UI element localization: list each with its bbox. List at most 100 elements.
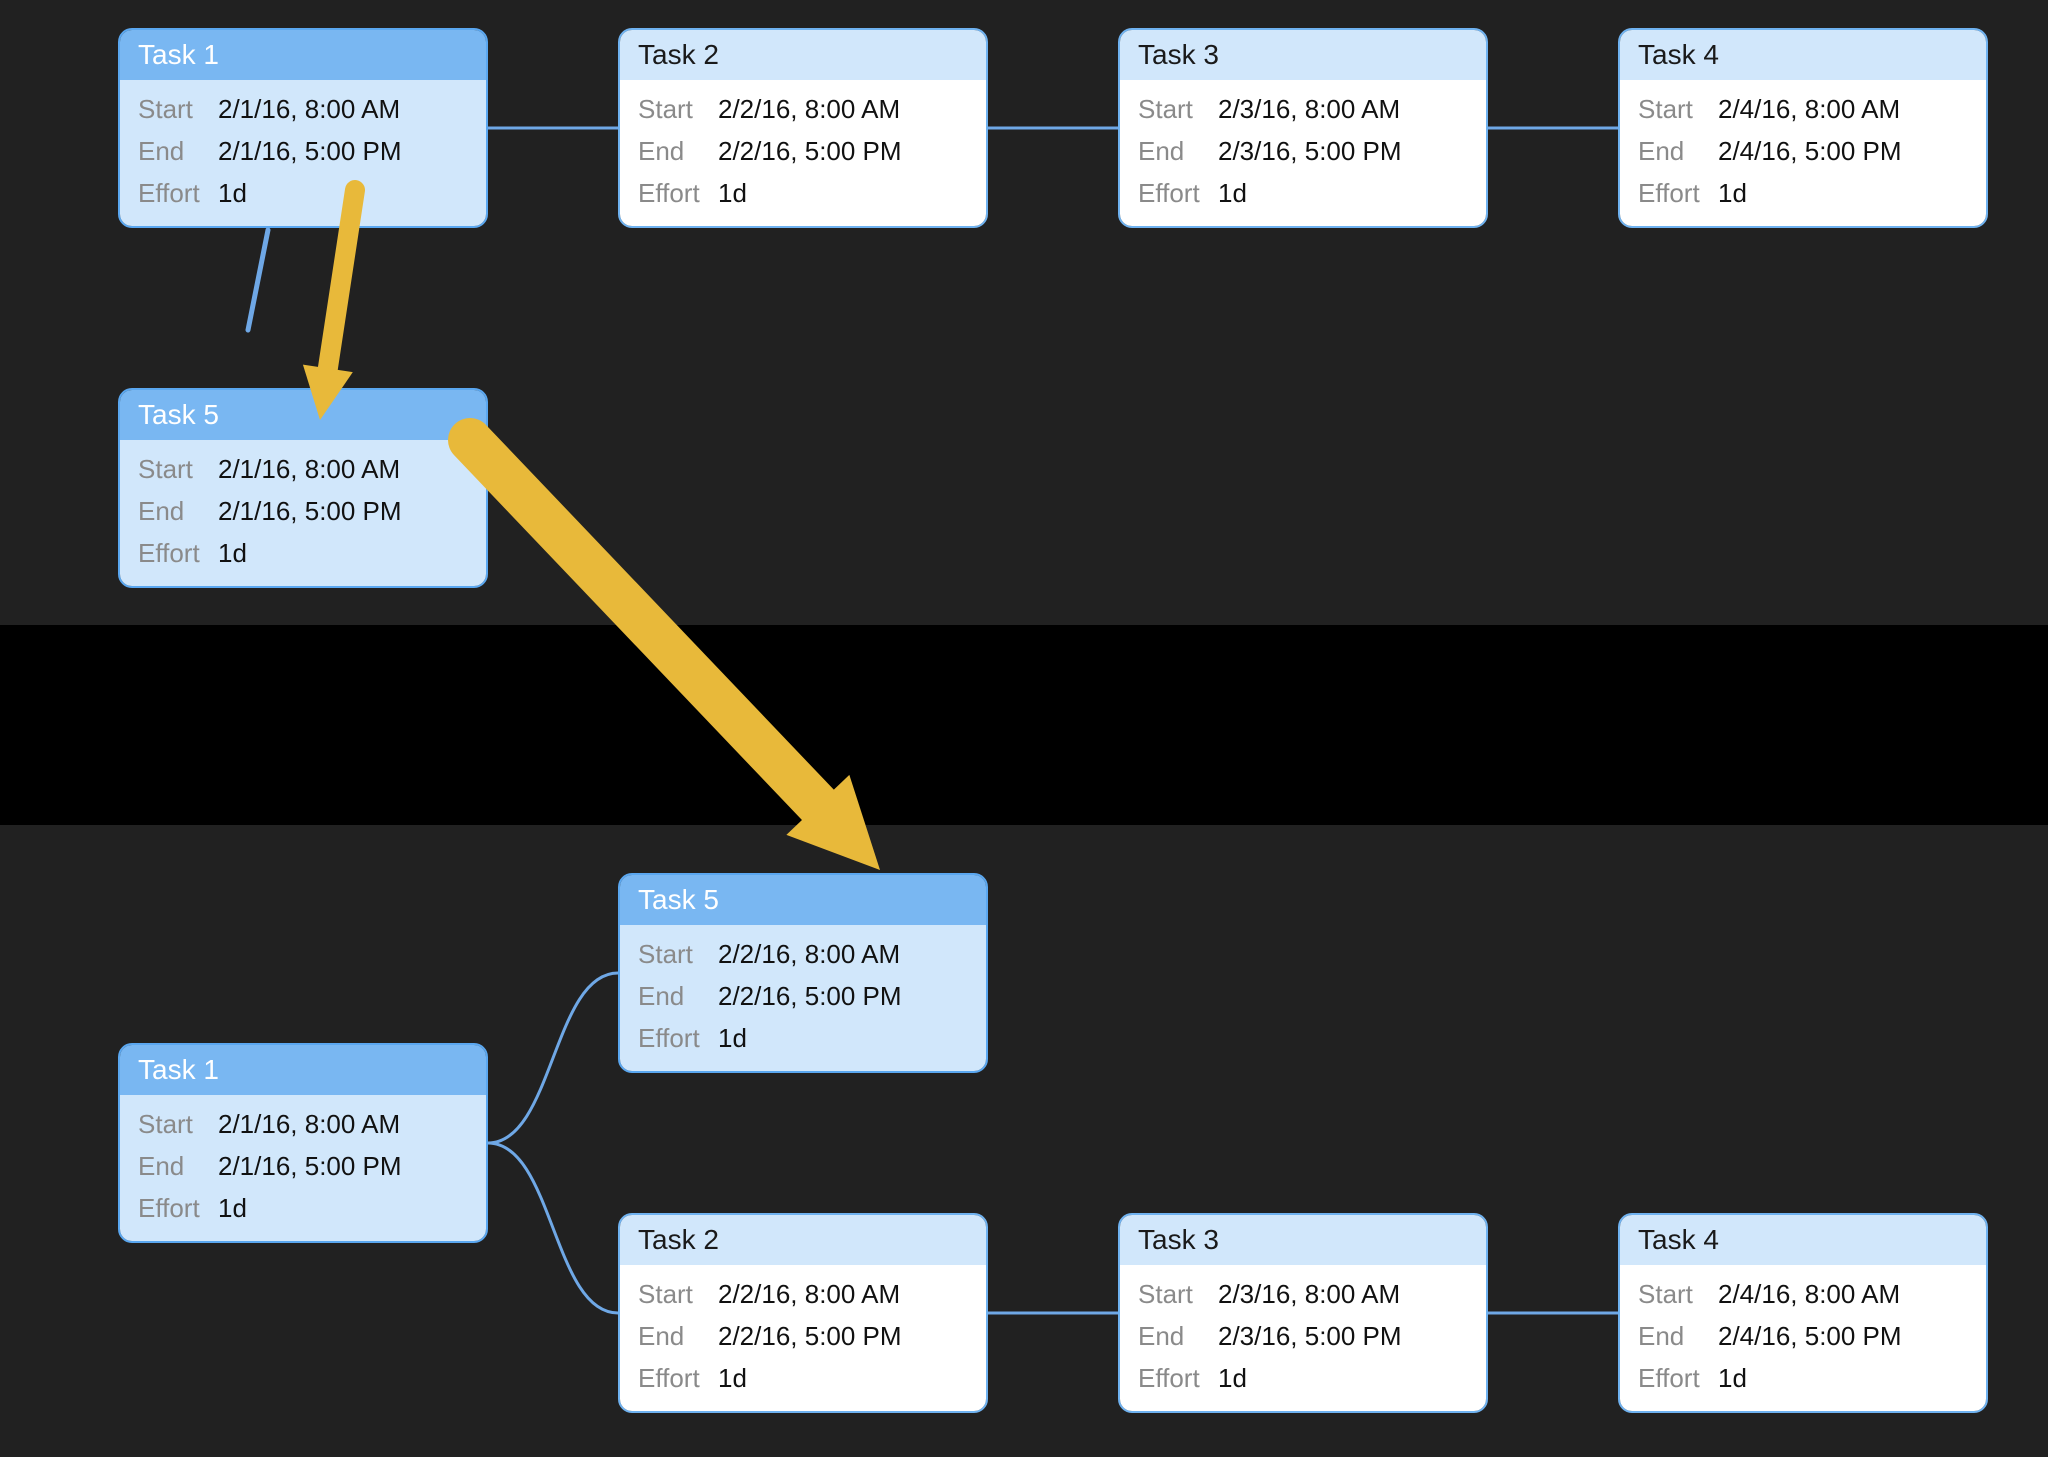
task-label-end: End [1138,1321,1218,1352]
task-row-effort: Effort1d [138,532,468,574]
task-label-effort: Effort [1638,178,1718,209]
task-label-start: Start [138,94,218,125]
task-row-start: Start2/1/16, 8:00 AM [138,88,468,130]
task-row-effort: Effort1d [638,1017,968,1059]
task-value-effort: 1d [218,178,247,209]
panel-divider [0,625,2048,825]
task-title[interactable]: Task 1 [120,1045,486,1095]
task-label-end: End [138,136,218,167]
task-value-effort: 1d [218,538,247,569]
task-label-effort: Effort [638,178,718,209]
task-node-t3b[interactable]: Task 3Start2/3/16, 8:00 AMEnd2/3/16, 5:0… [1118,1213,1488,1413]
task-row-end: End2/1/16, 5:00 PM [138,1145,468,1187]
task-label-start: Start [1638,1279,1718,1310]
task-label-start: Start [638,1279,718,1310]
task-value-end: 2/3/16, 5:00 PM [1218,1321,1402,1352]
task-value-end: 2/2/16, 5:00 PM [718,981,902,1012]
task-value-start: 2/1/16, 8:00 AM [218,454,400,485]
task-row-end: End2/3/16, 5:00 PM [1138,130,1468,172]
task-row-end: End2/4/16, 5:00 PM [1638,1315,1968,1357]
task-row-end: End2/2/16, 5:00 PM [638,130,968,172]
task-value-end: 2/4/16, 5:00 PM [1718,136,1902,167]
task-value-start: 2/2/16, 8:00 AM [718,939,900,970]
task-row-end: End2/1/16, 5:00 PM [138,490,468,532]
task-value-start: 2/1/16, 8:00 AM [218,1109,400,1140]
task-label-start: Start [1138,1279,1218,1310]
task-label-effort: Effort [638,1363,718,1394]
task-row-effort: Effort1d [1138,1357,1468,1399]
task-node-t4a[interactable]: Task 4Start2/4/16, 8:00 AMEnd2/4/16, 5:0… [1618,28,1988,228]
task-title[interactable]: Task 3 [1120,1215,1486,1265]
task-node-t1b[interactable]: Task 1Start2/1/16, 8:00 AMEnd2/1/16, 5:0… [118,1043,488,1243]
task-label-start: Start [138,454,218,485]
task-node-t1a[interactable]: Task 1 Start2/1/16, 8:00 AMEnd2/1/16, 5:0… [118,28,488,228]
task-body: Start2/2/16, 8:00 AMEnd2/2/16, 5:00 PMEf… [620,925,986,1071]
task-row-start: Start2/4/16, 8:00 AM [1638,1273,1968,1315]
task-node-t3a[interactable]: Task 3 Start2/3/16, 8:00 AM End2/3/16, 5:0… [1118,28,1488,228]
task-label-effort: Effort [138,1193,218,1224]
task-value-effort: 1d [218,1193,247,1224]
task-body: Start2/3/16, 8:00 AMEnd2/3/16, 5:00 PMEf… [1120,80,1486,226]
task-label-end: End [638,1321,718,1352]
task-label-start: Start [638,94,718,125]
task-row-effort: Effort1d [138,172,468,214]
task-row-end: End2/1/16, 5:00 PM [138,130,468,172]
task-title[interactable]: Task 1 [120,30,486,80]
task-label-start: Start [138,1109,218,1140]
task-row-effort: Effort1d [638,172,968,214]
task-row-effort: Effort1d [1638,1357,1968,1399]
task-value-effort: 1d [1718,178,1747,209]
task-value-end: 2/2/16, 5:00 PM [718,136,902,167]
task-value-start: 2/2/16, 8:00 AM [718,1279,900,1310]
task-node-t5b[interactable]: Task 5Start2/2/16, 8:00 AMEnd2/2/16, 5:0… [618,873,988,1073]
task-value-start: 2/4/16, 8:00 AM [1718,1279,1900,1310]
task-row-start: Start2/3/16, 8:00 AM [1138,1273,1468,1315]
task-title[interactable]: Task 4 [1620,1215,1986,1265]
task-value-effort: 1d [1718,1363,1747,1394]
task-body: Start2/4/16, 8:00 AMEnd2/4/16, 5:00 PMEf… [1620,1265,1986,1411]
task-label-start: Start [1138,94,1218,125]
task-label-end: End [638,981,718,1012]
task-value-start: 2/4/16, 8:00 AM [1718,94,1900,125]
task-title[interactable]: Task 5 [620,875,986,925]
task-value-start: 2/2/16, 8:00 AM [718,94,900,125]
task-label-effort: Effort [1138,1363,1218,1394]
task-row-end: End2/2/16, 5:00 PM [638,1315,968,1357]
task-value-effort: 1d [718,1023,747,1054]
task-label-end: End [138,1151,218,1182]
task-label-effort: Effort [138,178,218,209]
task-row-start: Start2/2/16, 8:00 AM [638,88,968,130]
task-value-end: 2/2/16, 5:00 PM [718,1321,902,1352]
task-label-effort: Effort [1138,178,1218,209]
task-label-effort: Effort [1638,1363,1718,1394]
task-value-start: 2/3/16, 8:00 AM [1218,1279,1400,1310]
task-row-end: End2/3/16, 5:00 PM [1138,1315,1468,1357]
task-value-start: 2/3/16, 8:00 AM [1218,94,1400,125]
task-title[interactable]: Task 2 [620,30,986,80]
task-body: Start2/4/16, 8:00 AMEnd2/4/16, 5:00 PMEf… [1620,80,1986,226]
task-row-effort: Effort1d [1638,172,1968,214]
task-row-start: Start2/1/16, 8:00 AM [138,1103,468,1145]
task-value-effort: 1d [1218,178,1247,209]
task-node-t4b[interactable]: Task 4Start2/4/16, 8:00 AMEnd2/4/16, 5:0… [1618,1213,1988,1413]
task-value-effort: 1d [718,1363,747,1394]
task-row-effort: Effort1d [1138,172,1468,214]
task-row-effort: Effort1d [138,1187,468,1229]
task-value-end: 2/1/16, 5:00 PM [218,496,402,527]
task-row-start: Start2/4/16, 8:00 AM [1638,88,1968,130]
task-body: Start2/1/16, 8:00 AMEnd2/1/16, 5:00 PMEf… [120,1095,486,1241]
task-label-end: End [638,136,718,167]
task-node-t2a[interactable]: Task 2Start2/2/16, 8:00 AMEnd2/2/16, 5:0… [618,28,988,228]
task-title[interactable]: Task 5 [120,390,486,440]
task-label-effort: Effort [138,538,218,569]
task-title[interactable]: Task 2 [620,1215,986,1265]
task-value-effort: 1d [718,178,747,209]
task-title[interactable]: Task 4 [1620,30,1986,80]
task-body: Start2/2/16, 8:00 AMEnd2/2/16, 5:00 PMEf… [620,1265,986,1411]
task-title[interactable]: Task 3 [1120,30,1486,80]
task-value-effort: 1d [1218,1363,1247,1394]
task-node-t5a[interactable]: Task 5 Start2/1/16, 8:00 AM End2/1/16, 5:0… [118,388,488,588]
task-node-t2b[interactable]: Task 2Start2/2/16, 8:00 AMEnd2/2/16, 5:0… [618,1213,988,1413]
task-value-end: 2/3/16, 5:00 PM [1218,136,1402,167]
task-body: Start2/1/16, 8:00 AMEnd2/1/16, 5:00 PMEf… [120,80,486,226]
